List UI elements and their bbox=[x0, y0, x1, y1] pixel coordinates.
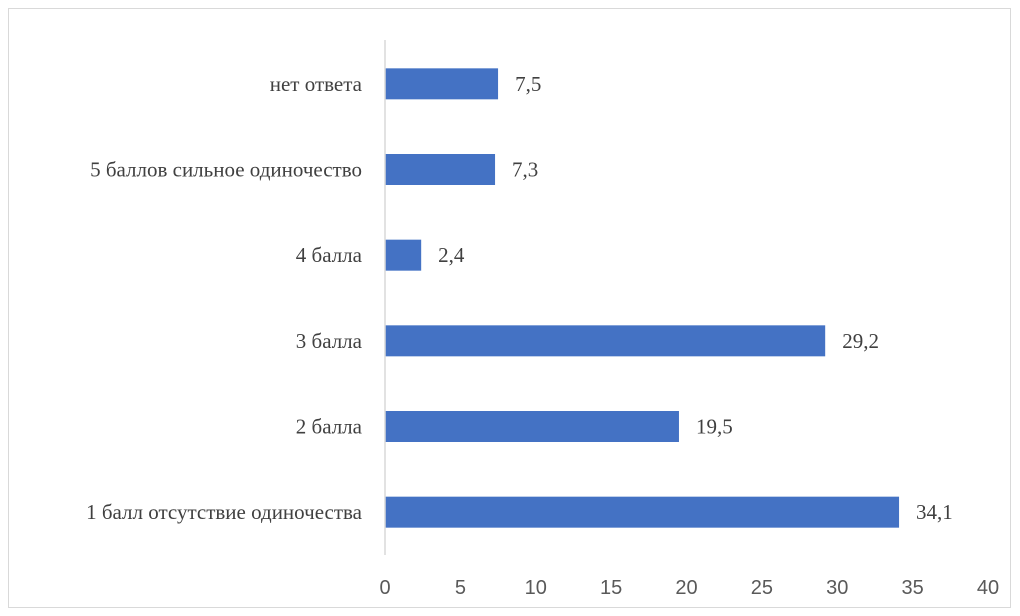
category-label-0: нет ответа bbox=[270, 72, 363, 96]
bar-1 bbox=[385, 154, 496, 185]
category-label-2: 4 балла bbox=[296, 243, 363, 267]
x-tick-label-2: 10 bbox=[525, 577, 547, 599]
bar-0 bbox=[385, 68, 499, 100]
x-tick-label-8: 40 bbox=[977, 577, 999, 599]
x-tick-label-7: 35 bbox=[902, 577, 924, 599]
category-labels: нет ответа 5 баллов сильное одиночество 4 … bbox=[86, 72, 363, 524]
value-labels: 7,5 7,3 2,4 29,2 19,5 34,1 bbox=[438, 72, 953, 524]
category-label-3: 3 балла bbox=[296, 329, 363, 353]
x-tick-label-6: 30 bbox=[826, 577, 848, 599]
value-label-4: 19,5 bbox=[696, 415, 733, 439]
bar-5 bbox=[385, 496, 900, 528]
x-tick-label-4: 20 bbox=[675, 577, 697, 599]
bar-2 bbox=[385, 239, 422, 271]
x-tick-label-3: 15 bbox=[600, 577, 622, 599]
x-tick-label-1: 5 bbox=[455, 577, 466, 599]
value-label-5: 34,1 bbox=[916, 500, 953, 524]
category-label-5: 1 балл отсутствие одиночества bbox=[86, 500, 363, 524]
x-tick-label-0: 0 bbox=[379, 577, 390, 599]
x-axis-tick-labels: 0 5 10 15 20 25 30 35 40 bbox=[379, 577, 999, 599]
category-label-1: 5 баллов сильное одиночество bbox=[90, 158, 362, 182]
value-label-2: 2,4 bbox=[438, 243, 465, 267]
value-label-1: 7,3 bbox=[512, 158, 538, 182]
bar-3 bbox=[385, 325, 826, 357]
bars-layer bbox=[385, 68, 900, 528]
value-label-3: 29,2 bbox=[842, 329, 879, 353]
value-label-0: 7,5 bbox=[515, 72, 541, 96]
bar-4 bbox=[385, 411, 679, 442]
x-tick-label-5: 25 bbox=[751, 577, 773, 599]
category-label-4: 2 балла bbox=[296, 415, 363, 439]
